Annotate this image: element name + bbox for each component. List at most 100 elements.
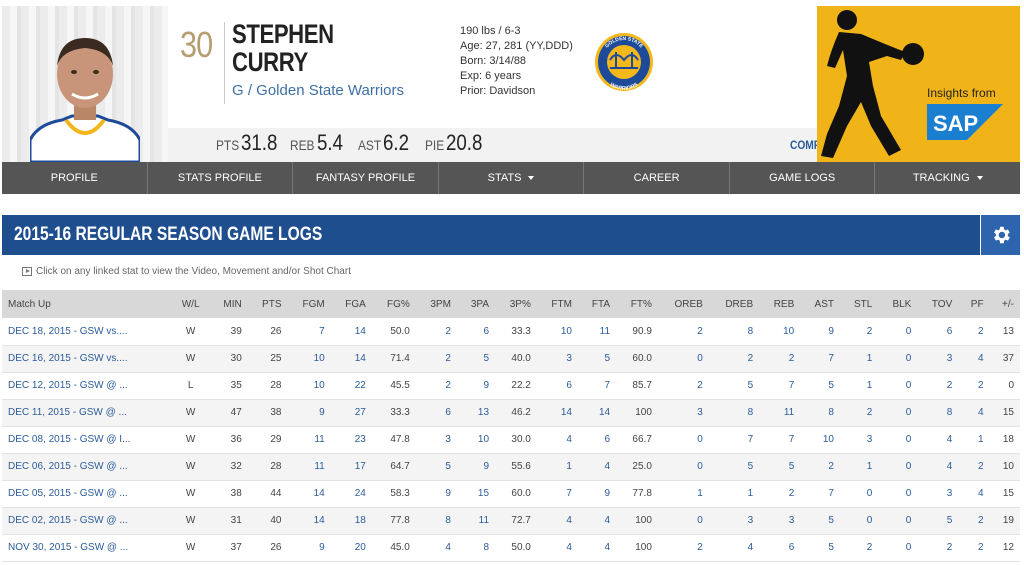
matchup-link[interactable]: DEC 18, 2015 - GSW vs.... xyxy=(8,325,128,337)
nav-game-logs[interactable]: GAME LOGS xyxy=(730,162,876,194)
column-header[interactable]: FTM xyxy=(551,298,572,310)
table-cell[interactable]: 5 xyxy=(828,380,834,391)
table-cell[interactable]: 20 xyxy=(354,542,366,553)
column-header[interactable]: TOV xyxy=(931,298,953,310)
table-cell[interactable]: 5 xyxy=(445,461,451,472)
nav-stats-profile[interactable]: STATS PROFILE xyxy=(148,162,294,194)
table-cell[interactable]: 6 xyxy=(946,325,953,337)
table-cell[interactable]: 7 xyxy=(788,434,795,445)
column-header[interactable]: FG% xyxy=(387,298,410,310)
table-cell[interactable]: 2 xyxy=(445,380,451,391)
table-cell[interactable]: 14 xyxy=(560,407,572,418)
table-cell[interactable]: 2 xyxy=(788,488,795,499)
table-cell[interactable]: 2 xyxy=(866,542,873,553)
matchup-link[interactable]: DEC 11, 2015 - GSW @ ... xyxy=(8,407,127,418)
table-cell[interactable]: 11 xyxy=(599,325,611,337)
table-cell[interactable]: 0 xyxy=(866,515,873,526)
matchup-link[interactable]: DEC 06, 2015 - GSW @ ... xyxy=(8,461,128,472)
table-cell[interactable]: 6 xyxy=(566,380,572,391)
table-cell[interactable]: 2 xyxy=(978,380,984,391)
sponsor-banner[interactable]: Insights from SAP xyxy=(817,6,1020,162)
table-cell[interactable]: 9 xyxy=(483,461,490,472)
table-cell[interactable]: 11 xyxy=(783,407,795,418)
table-cell[interactable]: 5 xyxy=(483,353,490,364)
table-cell[interactable]: 1 xyxy=(866,353,873,364)
table-cell[interactable]: 3 xyxy=(866,434,873,445)
table-cell[interactable]: 1 xyxy=(866,380,873,391)
table-cell[interactable]: 9 xyxy=(604,488,611,499)
table-cell[interactable]: 4 xyxy=(978,488,984,499)
table-cell[interactable]: 8 xyxy=(747,325,754,337)
table-cell[interactable]: 0 xyxy=(905,542,912,553)
table-cell[interactable]: 8 xyxy=(828,407,834,418)
table-cell[interactable]: 11 xyxy=(314,434,325,445)
column-header[interactable]: Match Up xyxy=(8,298,51,310)
table-cell[interactable]: 0 xyxy=(905,353,912,364)
table-cell[interactable]: 0 xyxy=(697,515,703,526)
table-cell[interactable]: 5 xyxy=(788,461,795,472)
matchup-link[interactable]: DEC 02, 2015 - GSW @ ... xyxy=(8,515,128,526)
table-cell[interactable]: 4 xyxy=(978,353,984,364)
column-header[interactable]: +/- xyxy=(1002,298,1014,310)
table-cell[interactable]: 2 xyxy=(445,325,451,337)
table-cell[interactable]: 9 xyxy=(828,325,834,337)
table-cell[interactable]: 0 xyxy=(866,488,873,499)
table-cell[interactable]: 2 xyxy=(946,380,953,391)
table-cell[interactable]: 2 xyxy=(866,325,873,337)
table-cell[interactable]: 10 xyxy=(822,434,834,445)
matchup-link[interactable]: DEC 16, 2015 - GSW vs.... xyxy=(8,353,128,364)
table-cell[interactable]: 9 xyxy=(483,380,490,391)
table-cell[interactable]: 3 xyxy=(445,434,451,445)
column-header[interactable]: W/L xyxy=(181,298,200,310)
table-cell[interactable]: 6 xyxy=(788,542,795,553)
table-cell[interactable]: 4 xyxy=(604,515,611,526)
settings-button[interactable] xyxy=(981,215,1020,255)
table-cell[interactable]: 7 xyxy=(788,380,795,391)
table-cell[interactable]: 10 xyxy=(783,325,795,337)
column-header[interactable]: BLK xyxy=(892,298,912,310)
table-cell[interactable]: 6 xyxy=(483,325,490,337)
table-cell[interactable]: 4 xyxy=(604,461,611,472)
table-cell[interactable]: 3 xyxy=(697,407,703,418)
column-header[interactable]: PF xyxy=(970,298,984,310)
table-cell[interactable]: 7 xyxy=(828,488,834,499)
table-cell[interactable]: 0 xyxy=(697,434,703,445)
table-cell[interactable]: 4 xyxy=(566,515,572,526)
table-cell[interactable]: 6 xyxy=(445,407,451,418)
table-cell[interactable]: 3 xyxy=(788,515,795,526)
column-header[interactable]: PTS xyxy=(262,298,282,310)
table-cell[interactable]: 27 xyxy=(354,407,366,418)
table-cell[interactable]: 0 xyxy=(905,434,912,445)
table-cell[interactable]: 2 xyxy=(445,353,451,364)
column-header[interactable]: 3PA xyxy=(470,298,490,310)
table-cell[interactable]: 2 xyxy=(697,542,703,553)
table-cell[interactable]: 7 xyxy=(828,353,834,364)
table-cell[interactable]: 4 xyxy=(604,542,611,553)
table-cell[interactable]: 2 xyxy=(697,380,703,391)
table-cell[interactable]: 0 xyxy=(697,353,703,364)
table-cell[interactable]: 14 xyxy=(354,325,366,337)
table-cell[interactable]: 3 xyxy=(946,488,953,499)
nav-fantasy-profile[interactable]: FANTASY PROFILE xyxy=(293,162,439,194)
position-team[interactable]: G / Golden State Warriors xyxy=(232,82,405,99)
table-cell[interactable]: 23 xyxy=(354,434,366,445)
table-cell[interactable]: 2 xyxy=(697,325,703,337)
table-cell[interactable]: 1 xyxy=(697,488,703,499)
table-cell[interactable]: 2 xyxy=(828,461,834,472)
table-cell[interactable]: 2 xyxy=(978,542,984,553)
table-cell[interactable]: 9 xyxy=(319,542,325,553)
table-cell[interactable]: 2 xyxy=(978,515,984,526)
table-cell[interactable]: 4 xyxy=(946,461,953,472)
table-cell[interactable]: 8 xyxy=(946,407,953,418)
table-cell[interactable]: 1 xyxy=(978,434,984,445)
table-cell[interactable]: 2 xyxy=(866,407,873,418)
table-cell[interactable]: 0 xyxy=(905,380,912,391)
table-cell[interactable]: 2 xyxy=(978,325,984,337)
table-cell[interactable]: 10 xyxy=(313,353,325,364)
matchup-link[interactable]: DEC 08, 2015 - GSW @ I... xyxy=(8,434,131,445)
table-cell[interactable]: 8 xyxy=(483,542,490,553)
team-logo-icon[interactable]: GOLDEN STATE WARRIORS xyxy=(594,30,654,94)
column-header[interactable]: REB xyxy=(773,298,795,310)
table-cell[interactable]: 4 xyxy=(566,542,572,553)
table-cell[interactable]: 11 xyxy=(314,461,325,472)
